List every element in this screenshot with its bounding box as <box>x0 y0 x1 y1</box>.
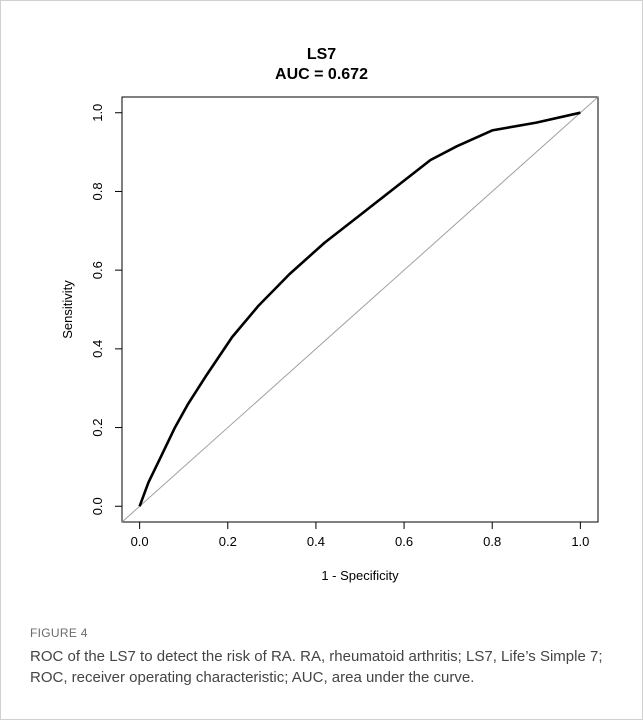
y-tick-label: 0.8 <box>90 182 105 200</box>
y-axis: 0.0 0.2 0.4 0.6 0.8 1.0 <box>90 104 123 515</box>
y-axis-label: Sensitivity <box>60 280 75 339</box>
y-tick-label: 0.6 <box>90 261 105 279</box>
x-tick-label: 0.0 <box>131 534 149 549</box>
y-tick-label: 0.4 <box>90 340 105 358</box>
roc-chart: 0.0 0.2 0.4 0.6 0.8 1.0 0.0 0.2 0.4 0.6 0.8 1.0 1 … <box>60 96 599 583</box>
x-tick-label: 0.2 <box>219 534 237 549</box>
figure-caption: ROC of the LS7 to detect the risk of RA.… <box>30 648 603 686</box>
x-axis: 0.0 0.2 0.4 0.6 0.8 1.0 <box>131 521 589 549</box>
y-tick-label: 0.0 <box>90 497 105 515</box>
y-tick-label: 1.0 <box>90 104 105 122</box>
figure-label: FIGURE 4 <box>30 626 88 640</box>
x-tick-label: 0.4 <box>307 534 325 549</box>
x-tick-label: 1.0 <box>571 534 589 549</box>
chart-subtitle: AUC = 0.672 <box>275 66 368 83</box>
x-tick-label: 0.6 <box>395 534 413 549</box>
roc-curve <box>138 111 581 507</box>
x-axis-label: 1 - Specificity <box>321 568 399 583</box>
chart-title: LS7 <box>306 46 337 63</box>
y-tick-label: 0.2 <box>90 419 105 437</box>
x-tick-label: 0.8 <box>483 534 501 549</box>
chance-diagonal-line <box>121 96 599 523</box>
